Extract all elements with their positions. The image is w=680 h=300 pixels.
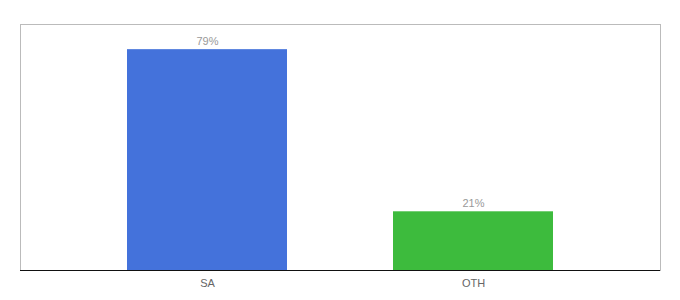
svg-text:OTH: OTH [462, 277, 485, 289]
svg-text:SA: SA [200, 277, 215, 289]
svg-text:21%: 21% [462, 197, 484, 209]
svg-text:79%: 79% [196, 35, 218, 47]
